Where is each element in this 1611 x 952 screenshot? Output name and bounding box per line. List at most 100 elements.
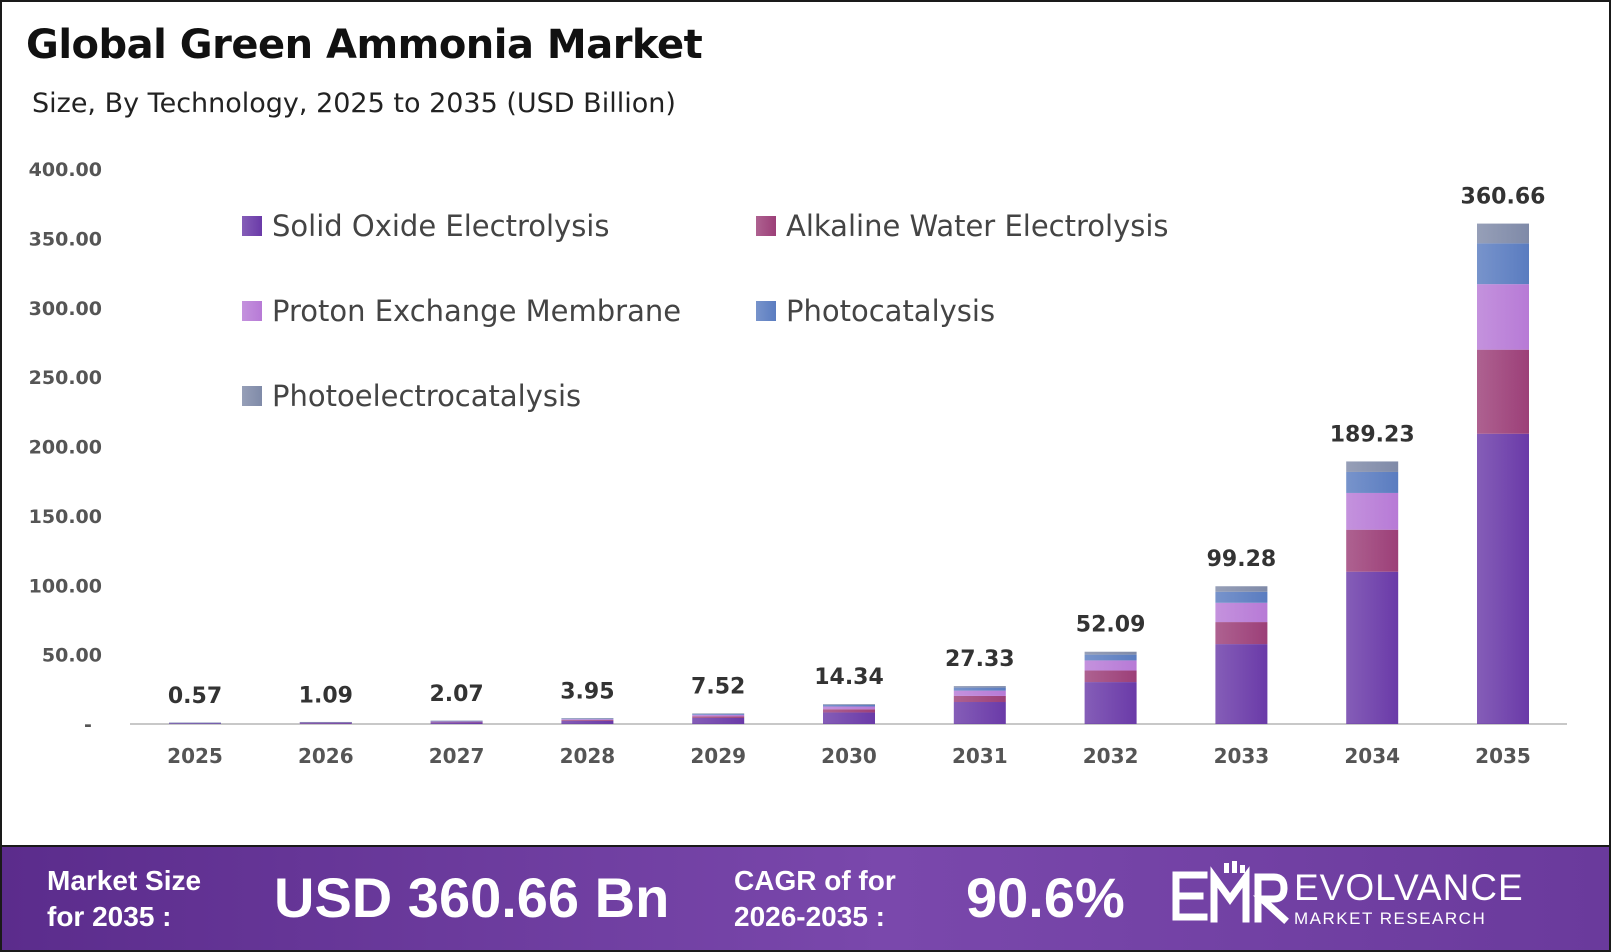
bar-segment-photoelectrocatalysis [1084,651,1137,655]
bar-total-label: 189.23 [1330,422,1415,447]
bar-segment-alkaline-water-electrolysis [1215,622,1268,645]
bar-segment-proton-exchange-membrane [1084,660,1137,671]
bar-segment-photoelectrocatalysis [430,720,483,722]
x-tick-label: 2035 [1475,744,1531,768]
bar-total-label: 7.52 [691,675,745,700]
bar-segment-photocatalysis [561,718,614,720]
brand-name: EVOLVANCE [1294,867,1524,908]
legend-label: Solid Oxide Electrolysis [272,209,609,243]
bar-segment-solid-oxide-electrolysis [1346,571,1399,724]
bar-segment-proton-exchange-membrane [1477,284,1529,350]
stacked-bar-chart: - 50.00 100.00 150.00 200.00 250.00 300.00 350.… [29,159,1567,768]
legend-swatch [242,216,262,236]
bar-segment-photoelectrocatalysis [299,721,352,723]
market-size-label: Market Size for 2035 : [47,865,202,932]
bar-segment-photocatalysis [1215,591,1268,603]
bar-segment-solid-oxide-electrolysis [561,720,614,724]
bar-segment-photoelectrocatalysis [692,713,745,714]
bar-segment-alkaline-water-electrolysis [1346,529,1399,572]
brand-tagline: MARKET RESEARCH [1294,909,1487,928]
bar-segment-alkaline-water-electrolysis [561,719,614,721]
y-tick-label: 150.00 [29,506,102,528]
x-tick-label: 2034 [1344,744,1400,768]
x-tick-label: 2031 [952,744,1008,768]
y-tick-label: 350.00 [29,228,102,250]
bar-segment-solid-oxide-electrolysis [692,717,745,724]
bar-segment-proton-exchange-membrane [823,706,875,710]
bar-segment-photocatalysis [1346,471,1399,493]
bar-segment-solid-oxide-electrolysis [1215,644,1268,724]
legend-label: Alkaline Water Electrolysis [786,209,1169,243]
chart-subtitle: Size, By Technology, 2025 to 2035 (USD B… [32,88,676,119]
y-tick-label: 400.00 [29,159,102,181]
bar-segment-solid-oxide-electrolysis [1477,433,1529,724]
bar-segment-alkaline-water-electrolysis [1084,670,1137,683]
x-tick-label: 2033 [1214,744,1270,768]
y-tick-label: 50.00 [42,645,102,667]
bar-segment-solid-oxide-electrolysis [953,702,1006,724]
bar-segment-proton-exchange-membrane [430,721,483,722]
bar-segment-solid-oxide-electrolysis [1084,682,1137,724]
bar-total-label: 0.57 [168,684,222,709]
bar-segment-solid-oxide-electrolysis [823,712,875,724]
legend-label: Photocatalysis [786,294,995,328]
bar-total-label: 3.95 [560,680,614,705]
emr-logo-icon [1172,861,1289,924]
summary-footer: Market Size for 2035 : USD 360.66 Bn CAG… [2,845,1609,950]
bar-segment-proton-exchange-membrane [953,690,1006,696]
legend-swatch [242,386,262,406]
bar-segment-photoelectrocatalysis [561,718,614,719]
y-tick-label: 250.00 [29,367,102,389]
bar-segment-alkaline-water-electrolysis [953,695,1006,703]
bar-segment-alkaline-water-electrolysis [430,721,483,723]
y-tick-label: 300.00 [29,298,102,320]
bar-total-label: 99.28 [1207,547,1277,572]
bar-segment-alkaline-water-electrolysis [692,716,745,718]
y-tick-label: - [84,714,92,736]
bar-total-label: 14.34 [814,665,884,690]
y-tick-label: 100.00 [29,575,102,597]
cagr-label: CAGR of for 2026-2035 : [734,865,896,932]
x-tick-label: 2032 [1083,744,1139,768]
cagr-value: 90.6% [966,866,1125,929]
y-tick-label: 200.00 [29,437,102,459]
x-tick-label: 2030 [821,744,877,768]
bar-total-label: 2.07 [429,682,483,707]
legend-swatch [756,301,776,321]
x-tick-label: 2029 [690,744,746,768]
bar-segment-photoelectrocatalysis [823,704,875,705]
legend-swatch [242,301,262,321]
legend-swatch [756,216,776,236]
bar-segment-alkaline-water-electrolysis [823,709,875,713]
bar-segment-proton-exchange-membrane [1346,492,1399,530]
bar-segment-solid-oxide-electrolysis [430,722,483,724]
x-tick-label: 2026 [298,744,354,768]
chart-title: Global Green Ammonia Market [26,22,703,68]
bar-segment-solid-oxide-electrolysis [169,723,221,724]
legend-label: Proton Exchange Membrane [272,294,681,328]
bar-segment-photoelectrocatalysis [1477,223,1529,244]
x-tick-label: 2028 [560,744,616,768]
bar-total-label: 1.09 [299,683,353,708]
x-tick-label: 2027 [429,744,485,768]
bar-segment-proton-exchange-membrane [692,714,745,717]
x-tick-label: 2025 [167,744,223,768]
bar-segment-proton-exchange-membrane [561,719,614,720]
bar-total-label: 360.66 [1461,185,1546,210]
bar-total-label: 52.09 [1076,613,1146,638]
bar-segment-photocatalysis [823,704,875,707]
bar-segment-proton-exchange-membrane [1215,602,1268,623]
bar-segment-photocatalysis [1084,654,1137,661]
bar-segment-photocatalysis [1477,243,1529,285]
bar-segment-photocatalysis [953,687,1006,691]
bar-segment-photoelectrocatalysis [1215,586,1268,592]
bar-segment-alkaline-water-electrolysis [1477,349,1529,434]
bar-total-label: 27.33 [945,647,1015,672]
bar-segment-photoelectrocatalysis [169,722,221,724]
legend-label: Photoelectrocatalysis [272,379,581,413]
bar-segment-photocatalysis [692,713,745,715]
bar-segment-photoelectrocatalysis [953,686,1006,688]
bar-segment-solid-oxide-electrolysis [299,723,352,724]
bar-segment-photoelectrocatalysis [1346,461,1399,472]
